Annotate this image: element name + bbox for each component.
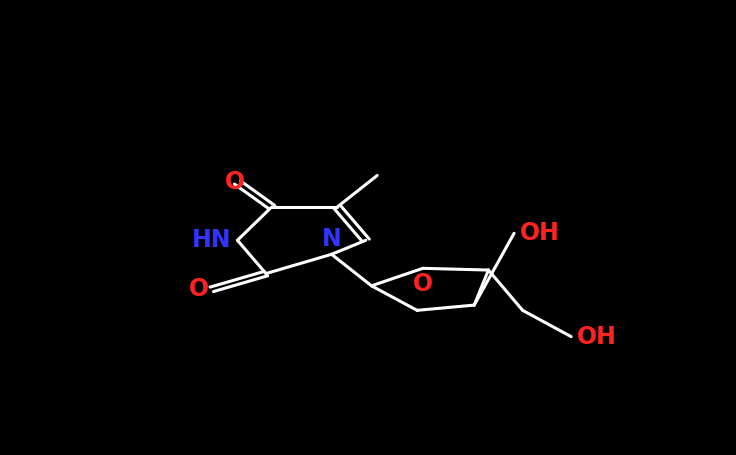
Text: O: O (413, 272, 433, 296)
Text: O: O (224, 171, 244, 194)
Text: O: O (189, 278, 209, 301)
Text: OH: OH (520, 221, 559, 245)
Text: HN: HN (192, 228, 232, 252)
Text: N: N (322, 227, 342, 251)
Text: OH: OH (577, 324, 617, 349)
